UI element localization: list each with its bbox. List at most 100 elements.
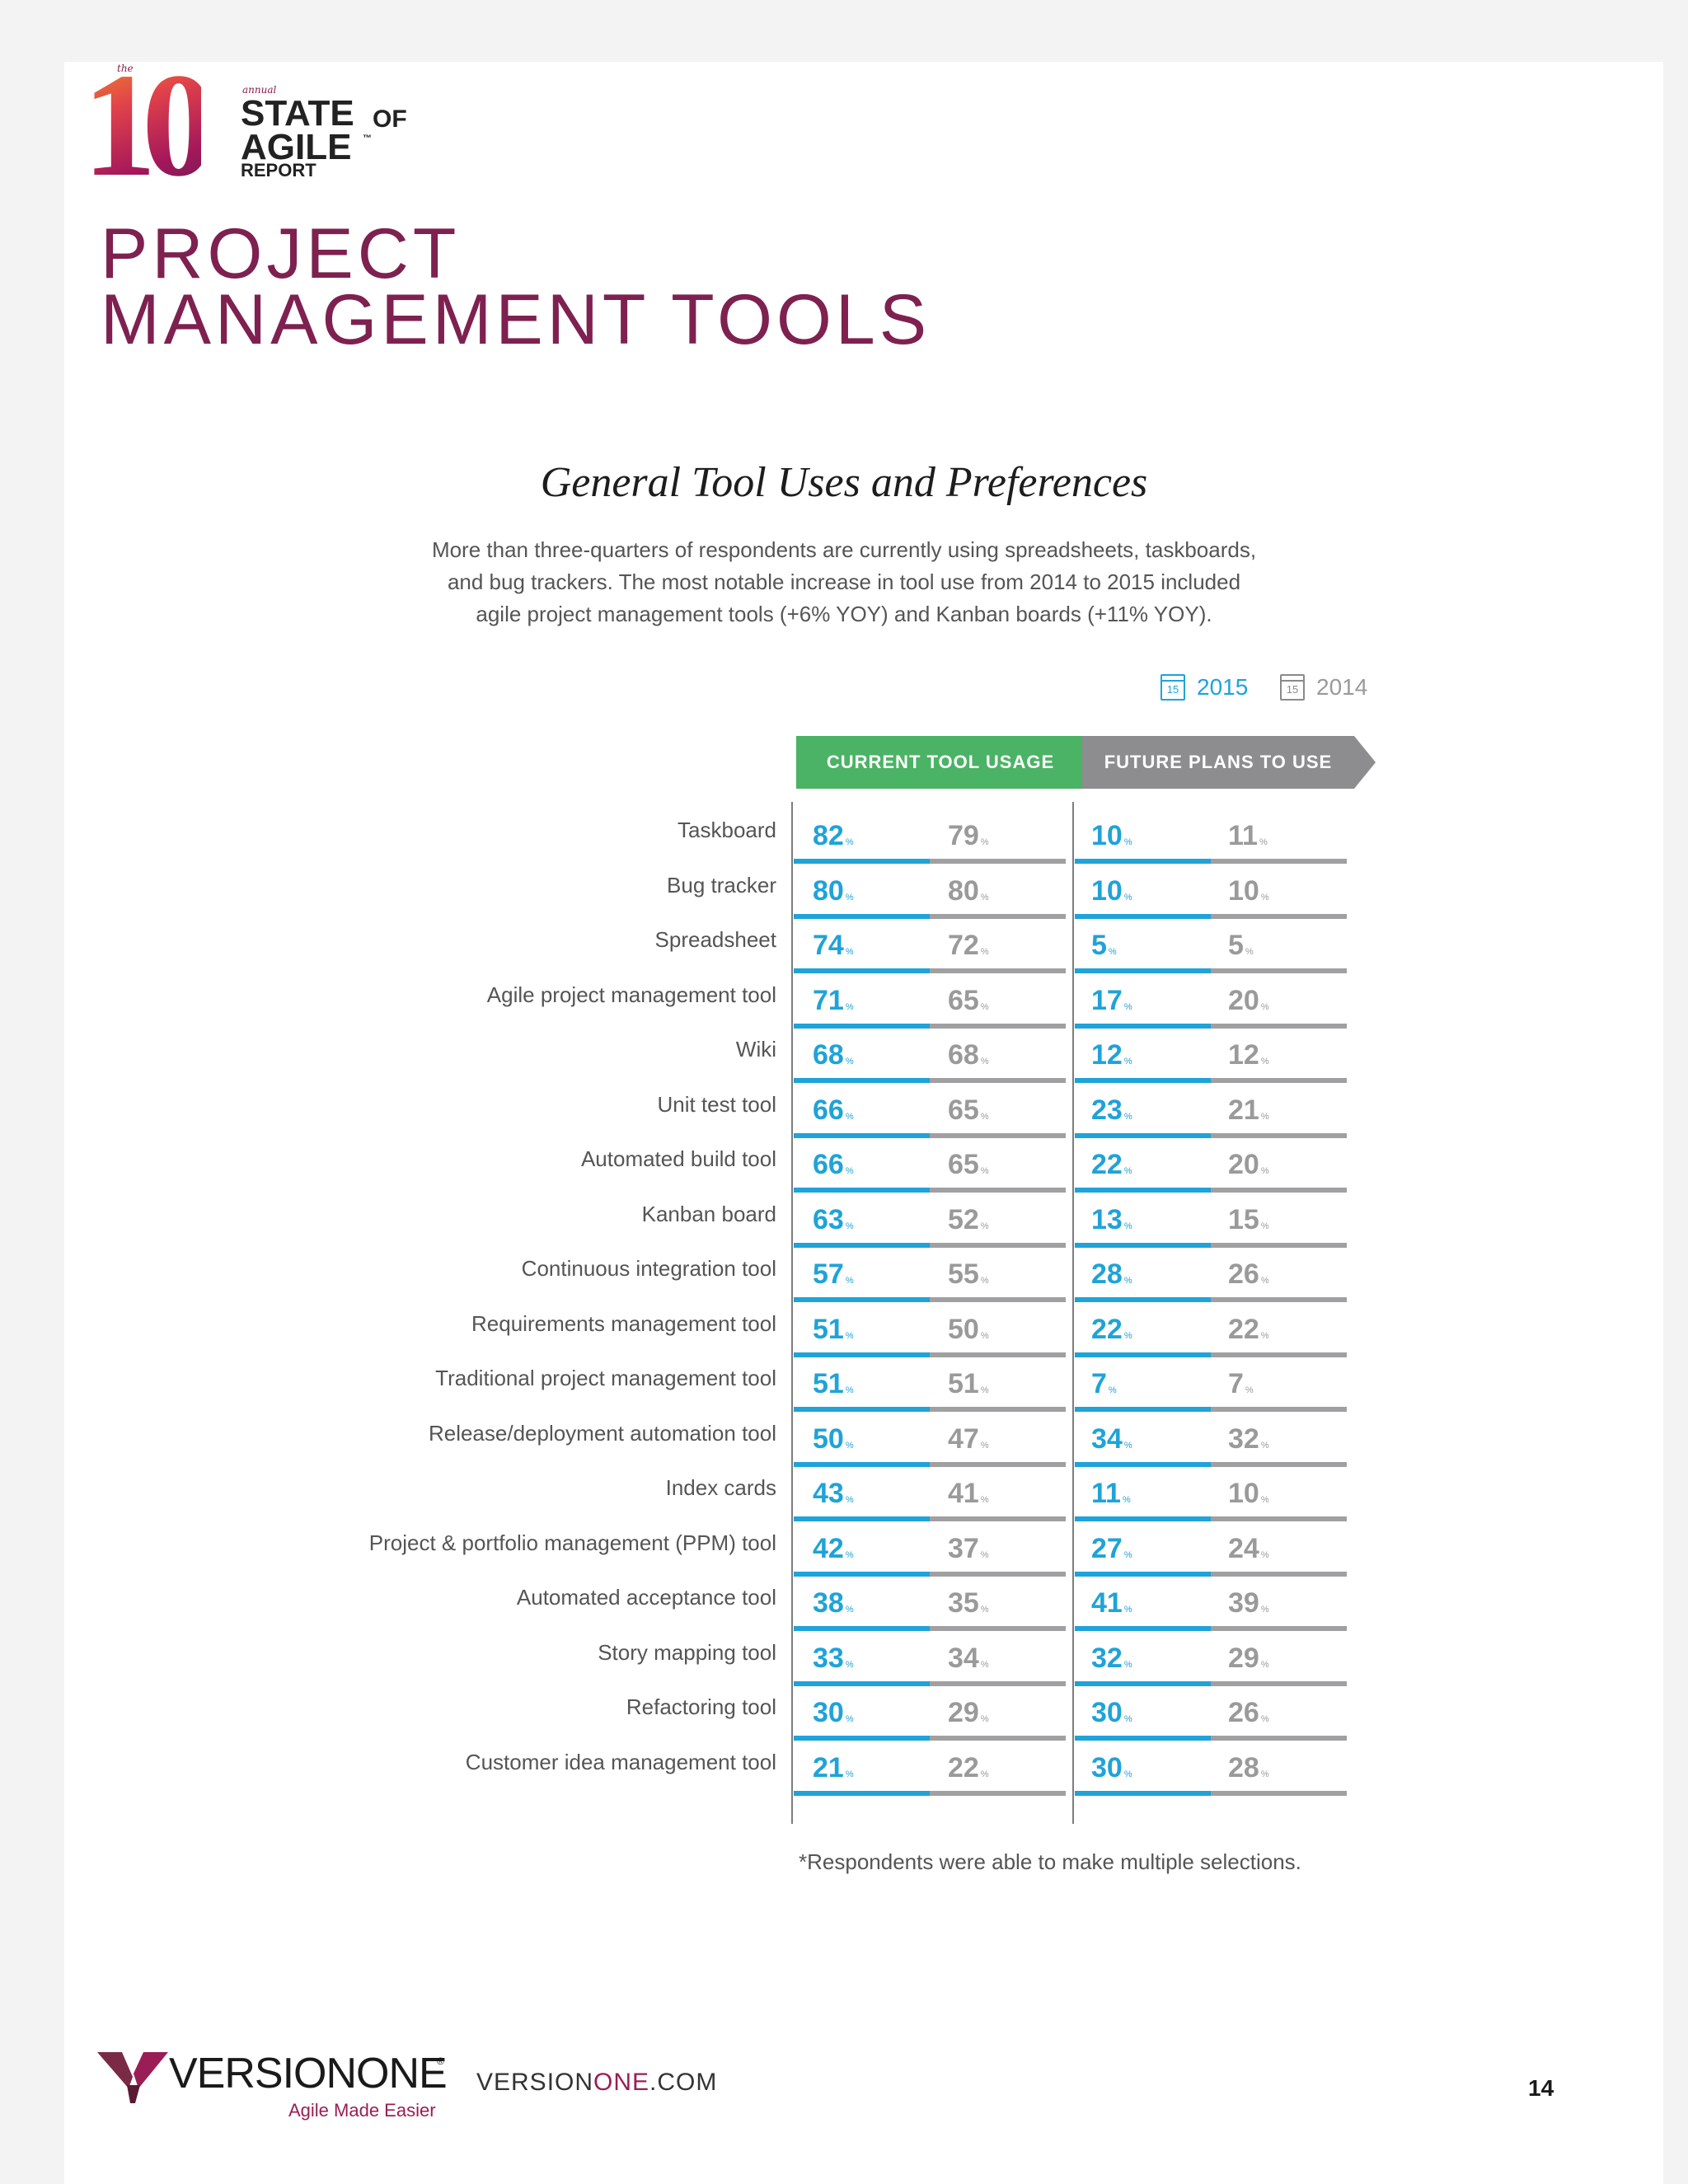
value-current-2015: 66% [813, 1150, 854, 1186]
underline-future-2015 [1075, 914, 1211, 919]
row-label: Spreadsheet [654, 927, 776, 952]
value-current-2014: 35% [948, 1588, 989, 1624]
underline-future-2015 [1075, 1791, 1211, 1796]
percent-sign: % [845, 1769, 854, 1779]
underline-current-2015 [794, 1024, 930, 1029]
value-current-2014: 72% [948, 930, 989, 967]
value-current-2015: 74% [813, 930, 854, 967]
header-future-plans: FUTURE PLANS TO USE [1082, 736, 1354, 789]
percent-sign: % [1123, 1221, 1132, 1231]
table-row: Wiki 68% 68% 12% 12% [0, 1027, 1688, 1083]
website-link[interactable]: VERSIONONE.COM [476, 2069, 717, 2097]
value-number: 21 [813, 1752, 844, 1783]
percent-sign: % [1260, 1550, 1269, 1560]
underline-future-2015 [1075, 1024, 1211, 1029]
table-row: Continuous integration tool 57% 55% 28% 26% [0, 1246, 1688, 1302]
row-label: Continuous integration tool [521, 1256, 776, 1281]
table-row: Release/deployment automation tool 50% 47%… [0, 1411, 1688, 1467]
value-future-2014: 26% [1228, 1698, 1269, 1734]
underline-future-2015 [1075, 1188, 1211, 1193]
underline-current-2015 [794, 1243, 930, 1248]
percent-sign: % [980, 1385, 989, 1395]
percent-sign: % [980, 1769, 989, 1779]
value-number: 38 [813, 1587, 844, 1619]
value-future-2015: 11% [1091, 1479, 1131, 1515]
percent-sign: % [845, 1495, 854, 1505]
percent-sign: % [845, 893, 854, 902]
underline-current-2014 [930, 1516, 1066, 1521]
row-label: Agile project management tool [486, 982, 776, 1007]
value-future-2015: 22% [1091, 1150, 1132, 1186]
table-row: Refactoring tool 30% 29% 30% 26% [0, 1685, 1688, 1741]
underline-future-2014 [1211, 1736, 1347, 1741]
value-number: 24 [1228, 1533, 1259, 1564]
value-current-2015: 51% [813, 1315, 854, 1351]
page-title-line2: MANAGEMENT TOOLS [101, 280, 931, 359]
percent-sign: % [1260, 1605, 1269, 1615]
value-future-2015: 32% [1091, 1643, 1132, 1680]
underline-current-2014 [930, 1078, 1066, 1083]
underline-current-2015 [794, 968, 930, 973]
value-current-2015: 63% [813, 1205, 854, 1241]
value-current-2014: 22% [948, 1753, 989, 1789]
percent-sign: % [1260, 1441, 1269, 1451]
underline-current-2014 [930, 1572, 1066, 1577]
value-number: 15 [1228, 1204, 1259, 1235]
value-number: 71 [813, 985, 844, 1016]
value-future-2014: 32% [1228, 1424, 1269, 1460]
value-number: 29 [1228, 1643, 1259, 1674]
percent-sign: % [1123, 1714, 1132, 1724]
value-number: 12 [1228, 1039, 1259, 1071]
underline-current-2014 [930, 1626, 1066, 1631]
value-number: 30 [1091, 1752, 1123, 1783]
page-title-line1: PROJECT [101, 214, 461, 293]
underline-current-2015 [794, 1736, 930, 1741]
value-number: 80 [813, 875, 844, 907]
underline-future-2015 [1075, 1133, 1211, 1138]
underline-future-2015 [1075, 1352, 1211, 1357]
underline-future-2015 [1075, 1078, 1211, 1083]
percent-sign: % [1260, 1057, 1269, 1066]
value-number: 5 [1091, 930, 1107, 961]
underline-future-2014 [1211, 1462, 1347, 1467]
underline-current-2014 [930, 1188, 1066, 1193]
underline-current-2014 [930, 1407, 1066, 1412]
value-future-2014: 10% [1228, 1479, 1269, 1515]
underline-future-2014 [1211, 1024, 1347, 1029]
value-current-2014: 37% [948, 1534, 989, 1570]
percent-sign: % [1108, 947, 1117, 957]
chart-subtitle: General Tool Uses and Preferences [540, 459, 1148, 506]
percent-sign: % [980, 1057, 989, 1066]
underline-future-2014 [1211, 1791, 1347, 1796]
underline-future-2015 [1075, 1243, 1211, 1248]
table-row: Kanban board 63% 52% 13% 15% [0, 1192, 1688, 1248]
logo-ten: 10 [82, 43, 216, 207]
logo-report: REPORT [241, 160, 316, 180]
brand-name: VERSIONONE [169, 2050, 448, 2097]
underline-current-2014 [930, 1133, 1066, 1138]
percent-sign: % [845, 1221, 854, 1231]
underline-current-2014 [930, 859, 1066, 864]
value-number: 29 [948, 1697, 979, 1728]
percent-sign: % [845, 837, 854, 847]
logo-the: the [117, 63, 134, 74]
percent-sign: % [1260, 1002, 1269, 1012]
percent-sign: % [980, 1112, 989, 1122]
calendar-icon: 15 [1160, 674, 1185, 701]
value-future-2014: 20% [1228, 1150, 1269, 1186]
intro-line: and bug trackers. The most notable incre… [447, 569, 1241, 594]
value-current-2014: 51% [948, 1369, 989, 1405]
row-label: Bug tracker [667, 873, 776, 898]
underline-current-2014 [930, 1297, 1066, 1302]
value-number: 74 [813, 930, 844, 961]
value-number: 28 [1091, 1258, 1123, 1290]
value-number: 10 [1228, 1478, 1259, 1509]
value-number: 39 [1228, 1587, 1259, 1619]
percent-sign: % [980, 1276, 989, 1286]
percent-sign: % [980, 1166, 989, 1176]
value-number: 23 [1091, 1094, 1123, 1126]
value-future-2014: 29% [1228, 1643, 1269, 1680]
value-current-2014: 65% [948, 1095, 989, 1132]
underline-current-2015 [794, 1572, 930, 1577]
value-current-2015: 30% [813, 1698, 854, 1734]
